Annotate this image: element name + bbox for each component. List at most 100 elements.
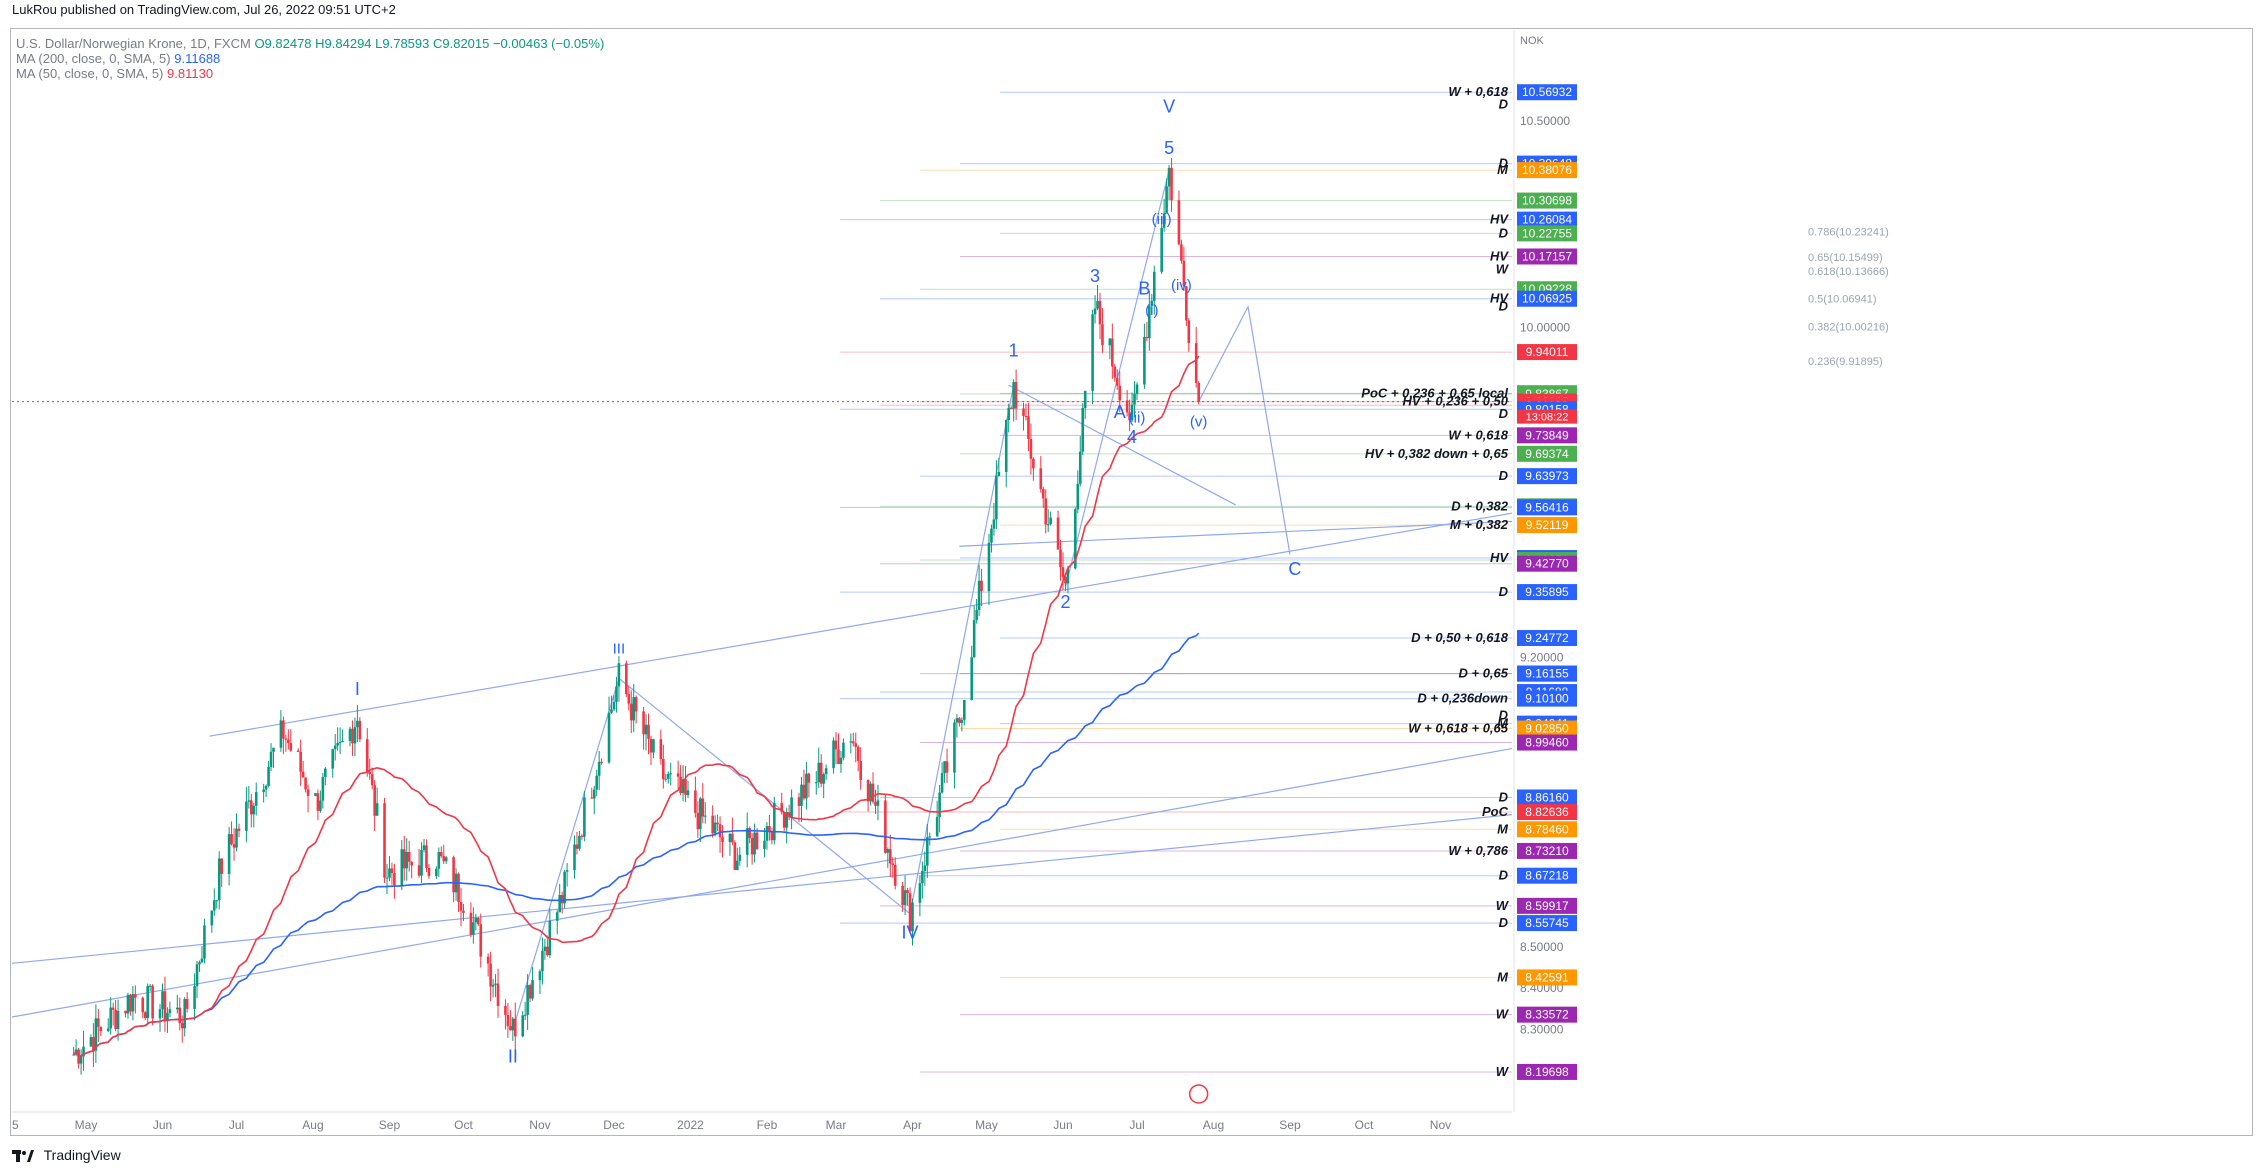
y-tick-label: 10.00000 [1520, 320, 1570, 334]
candle-body [254, 792, 258, 806]
candle-body [148, 985, 152, 987]
candle-body [373, 785, 376, 816]
candle-body [158, 1009, 162, 1019]
candle-body [555, 912, 559, 921]
candle-body [1059, 549, 1062, 568]
level-label: D [1499, 156, 1509, 171]
candle-body [1012, 381, 1015, 409]
wave-label: V [1163, 97, 1175, 117]
x-tick-label: Nov [1430, 1118, 1451, 1132]
candle-body [353, 727, 357, 744]
candle-body [617, 663, 621, 687]
candle-body [185, 998, 189, 1009]
candle-body [306, 789, 310, 796]
candle-body [338, 742, 342, 744]
candle-body [264, 785, 268, 790]
candle-body [203, 925, 206, 959]
price-badge [1517, 344, 1577, 361]
candle-body [168, 1009, 172, 1014]
candle-body [1098, 300, 1102, 325]
price-badge [1517, 1006, 1577, 1023]
candle-body [496, 983, 500, 1006]
wave-label: IV [902, 923, 919, 943]
level-label: D + 0,65 [1458, 666, 1508, 681]
price-badge-label: 8.33572 [1525, 1008, 1569, 1022]
candle-body [183, 998, 186, 1029]
level-label: HV + 0,236 + 0,50 [1402, 394, 1508, 409]
candle-body [925, 837, 929, 866]
candle-body [647, 724, 650, 739]
candle-body [856, 746, 860, 762]
candle-body [296, 750, 300, 752]
wave-label: III [613, 641, 626, 658]
candle-body [666, 773, 670, 779]
candle-body [822, 774, 825, 784]
candle-body [854, 743, 858, 747]
candle-body [531, 980, 534, 999]
wave-label: (iii) [1152, 211, 1172, 228]
candle-body [245, 801, 248, 831]
candle-body [644, 724, 648, 735]
candle-body [800, 784, 803, 806]
candle-body [1009, 407, 1013, 409]
candle-body [213, 900, 216, 911]
level-label: D [1499, 915, 1509, 930]
candle-body [938, 792, 941, 818]
candle-body [560, 894, 564, 904]
price-badge [1517, 84, 1577, 101]
candle-body [304, 777, 307, 790]
candle-body [134, 994, 137, 998]
candle-body [1091, 314, 1094, 391]
x-tick-label: May [975, 1118, 998, 1132]
fib-label: 0.65(10.15499) [1808, 252, 1883, 264]
candle-body [269, 751, 273, 768]
price-badge-label: 10.26084 [1522, 213, 1572, 227]
level-label: D [1499, 584, 1509, 599]
candle-body [1115, 377, 1119, 386]
candle-body [908, 893, 912, 932]
candle-body [814, 782, 818, 784]
trendline [909, 385, 1015, 914]
candle-body [785, 812, 788, 828]
candle-body [869, 783, 872, 802]
candle-body [876, 800, 880, 806]
candle-body [1061, 567, 1065, 577]
candle-body [97, 1018, 100, 1027]
level-label: M [1497, 162, 1509, 177]
price-badge-label: 9.10100 [1525, 692, 1569, 706]
candle-body [1143, 336, 1146, 385]
candle-body [755, 832, 759, 850]
candle-body [1177, 200, 1181, 245]
wave-label: (iv) [1171, 277, 1192, 294]
price-badge-label: 8.73210 [1525, 844, 1569, 858]
level-label: M + 0,382 [1450, 517, 1509, 532]
price-badge [1517, 211, 1577, 228]
price-badge [1517, 734, 1577, 751]
candle-body [427, 868, 431, 877]
price-badge-label: 10.22755 [1522, 226, 1572, 240]
wave-label: (ii) [1129, 409, 1146, 426]
candle-body [958, 718, 961, 723]
candle-body [210, 910, 214, 926]
footer-brand[interactable]: TradingView [43, 1147, 121, 1163]
candle-body [356, 720, 359, 728]
publisher-text: LukRou published on TradingView.com, Jul… [12, 2, 396, 17]
price-badge [1517, 1063, 1577, 1080]
candle-body [805, 773, 808, 799]
x-tick-label: Feb [757, 1118, 778, 1132]
x-tick-label: Jun [1053, 1118, 1072, 1132]
fib-label: 0.618(10.13666) [1808, 266, 1889, 278]
candle-body [1007, 407, 1011, 420]
price-badge-label: 8.42591 [1525, 970, 1569, 984]
candle-body [267, 767, 270, 786]
candle-body [111, 1007, 115, 1010]
candle-body [849, 741, 853, 743]
price-badge [1517, 665, 1577, 682]
price-badge [1517, 427, 1577, 444]
countdown-label: 13:08:22 [1526, 412, 1569, 424]
price-badge-label: 8.78460 [1525, 822, 1569, 836]
candle-body [753, 832, 756, 855]
candle-body [250, 800, 253, 815]
candle-body [385, 877, 389, 879]
